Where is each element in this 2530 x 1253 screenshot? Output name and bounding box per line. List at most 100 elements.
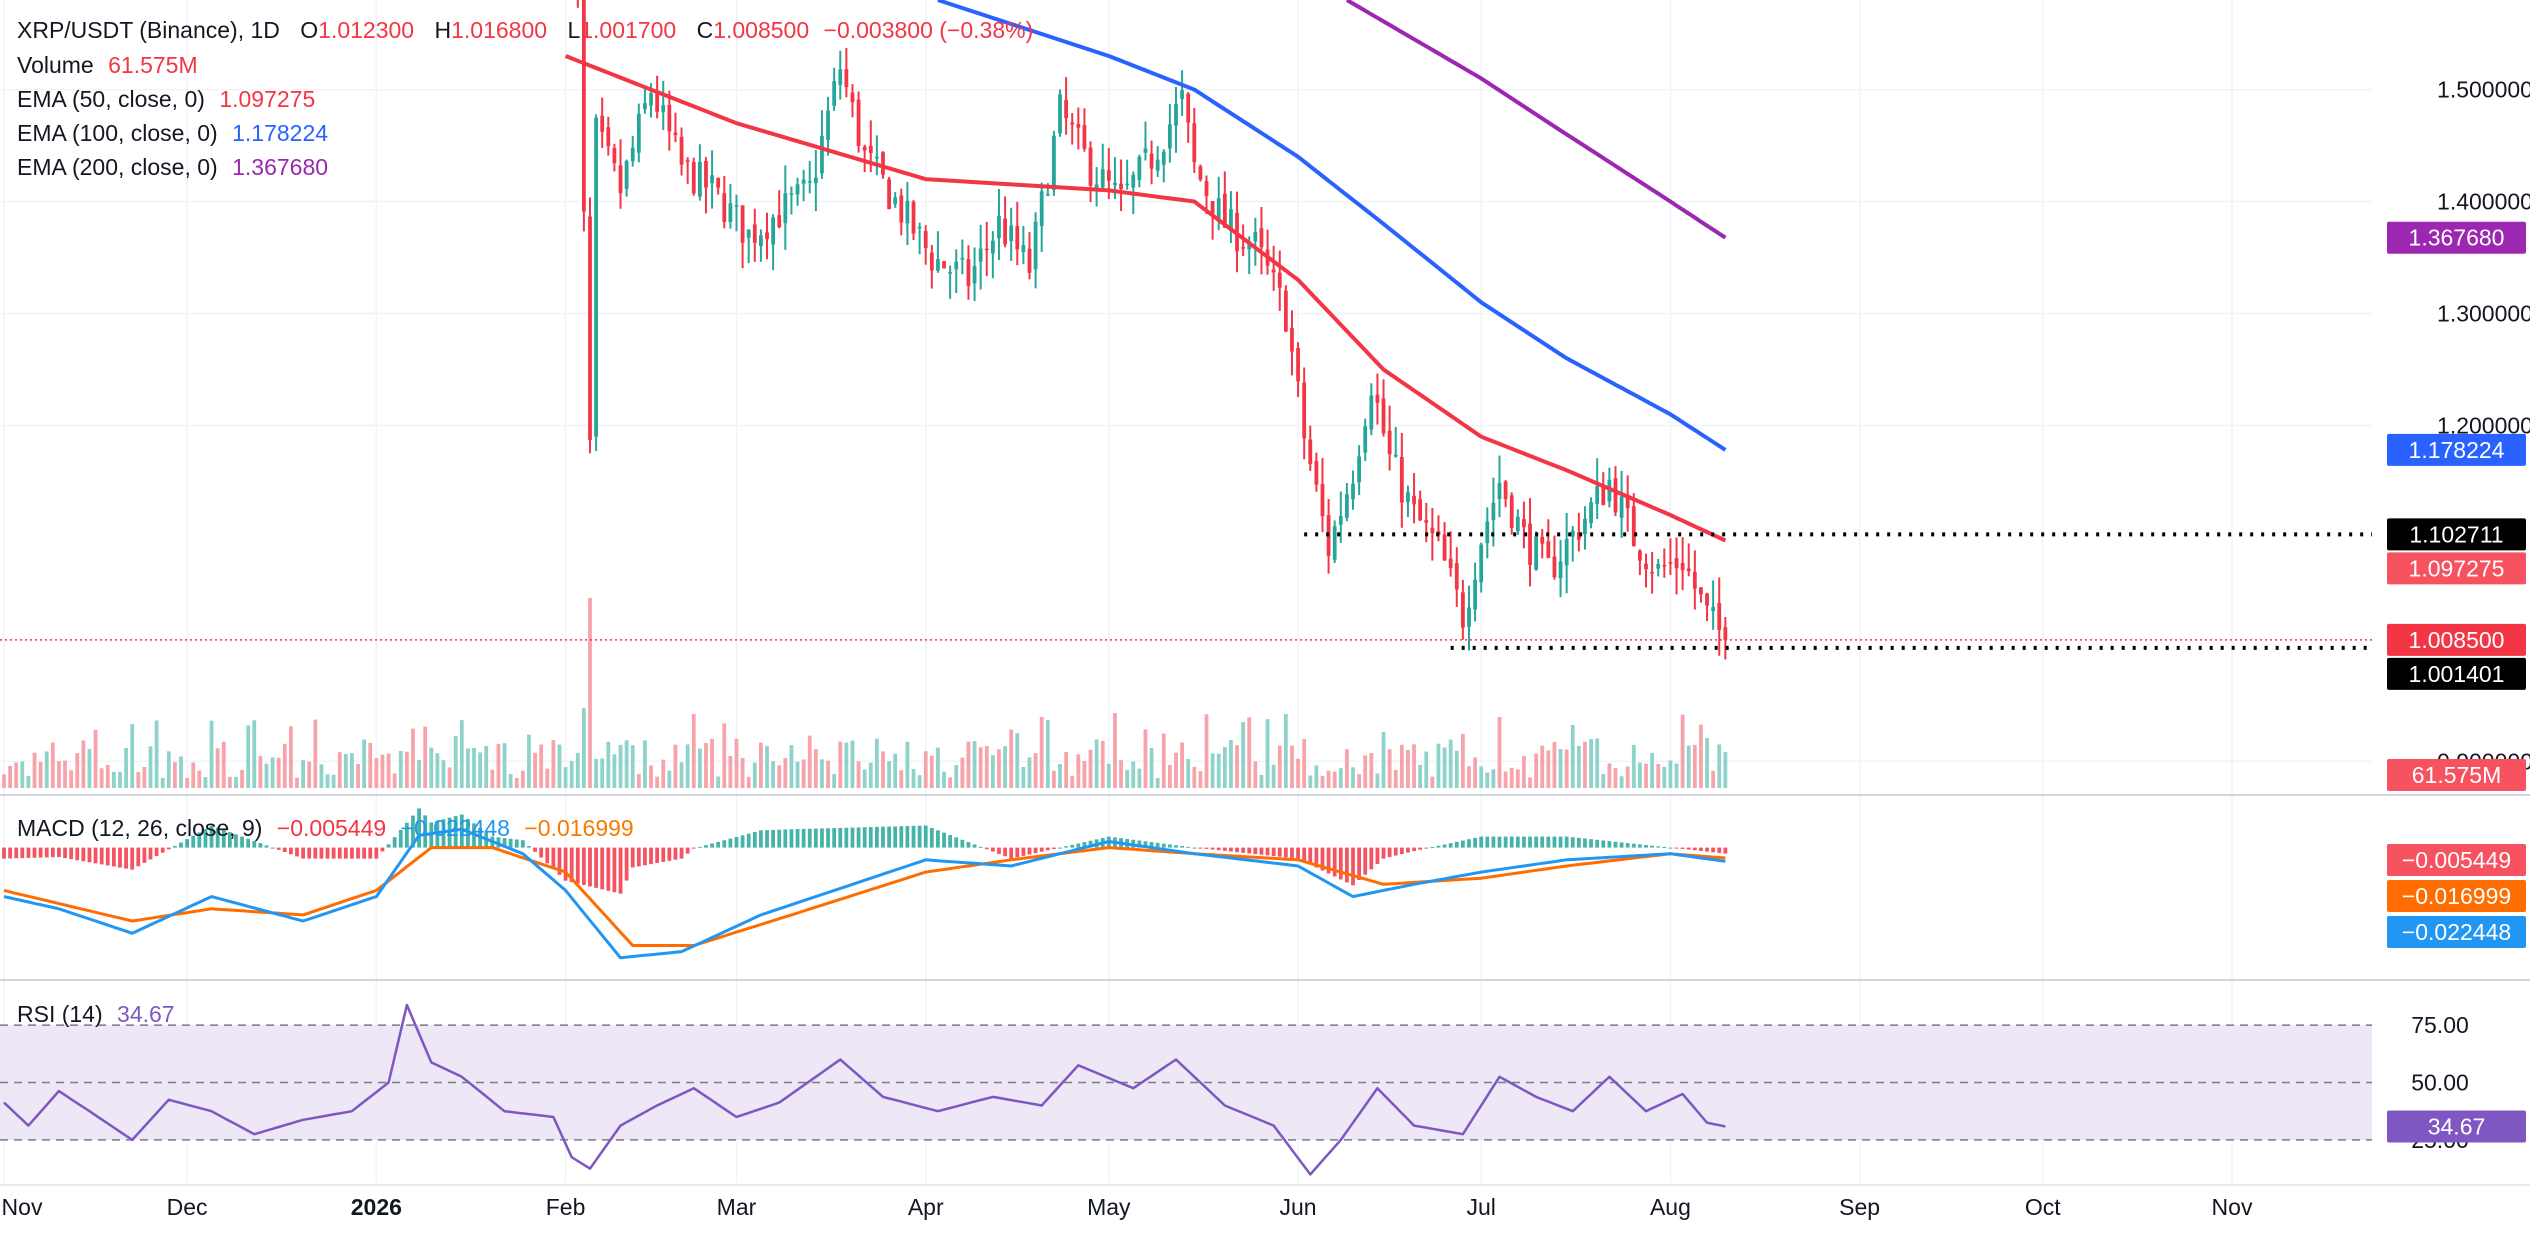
volume-bar: [466, 748, 470, 788]
macd-histogram-bar: [1460, 840, 1465, 848]
candle-body: [1167, 124, 1172, 149]
macd-histogram-bar: [972, 844, 977, 848]
candle-body: [1192, 123, 1197, 163]
candle-body: [917, 226, 922, 229]
macd-histogram-bar: [1381, 847, 1386, 859]
candle-body: [1277, 272, 1282, 288]
macd-histogram-bar: [1534, 836, 1539, 848]
macd-histogram-bar: [636, 847, 641, 867]
candle-body: [594, 117, 598, 437]
candle-body: [1564, 539, 1569, 566]
macd-histogram-bar: [1302, 847, 1307, 862]
macd-histogram-bar: [1662, 846, 1667, 848]
candle-body: [1424, 520, 1429, 523]
macd-histogram-bar: [1003, 847, 1007, 857]
macd-histogram-bar: [539, 847, 544, 858]
candle-body: [740, 205, 745, 243]
ema100-legend[interactable]: EMA (100, close, 0) 1.178224: [17, 117, 328, 149]
candle-body: [1418, 499, 1423, 521]
macd-histogram-bar: [655, 847, 660, 864]
volume-bar: [93, 729, 98, 788]
ema100-line: [937, 0, 1727, 452]
volume-bar: [1052, 770, 1056, 788]
macd-histogram-bar: [343, 847, 348, 859]
macd-histogram-bar: [209, 825, 214, 848]
macd-histogram-bar: [1436, 845, 1441, 848]
last-price-badge-text: 1.008500: [2409, 627, 2505, 653]
volume-bar: [209, 720, 214, 788]
candle-body: [1686, 568, 1691, 572]
candle-body: [1180, 90, 1184, 99]
volume-bar: [905, 741, 910, 788]
volume-bar: [1106, 763, 1111, 788]
candle-body: [1113, 182, 1117, 186]
volume-bar: [264, 763, 269, 788]
macd-histogram-bar: [704, 845, 708, 848]
volume-bar: [1113, 713, 1117, 788]
macd-legend[interactable]: MACD (12, 26, close, 9) −0.005449 −0.022…: [17, 812, 634, 844]
candle-body: [1601, 486, 1606, 505]
ema200-legend[interactable]: EMA (200, close, 0) 1.367680: [17, 151, 328, 183]
ema50-legend[interactable]: EMA (50, close, 0) 1.097275: [17, 83, 315, 115]
rsi-badge: [2387, 1110, 2526, 1143]
macd-histogram-bar: [417, 808, 421, 848]
volume-bar: [533, 752, 537, 788]
macd-histogram-bar: [868, 827, 873, 848]
macd-histogram-bar: [1015, 847, 1020, 858]
candle-body: [1644, 563, 1648, 570]
volume-bar: [1570, 724, 1575, 788]
candle-body: [850, 92, 855, 103]
macd-histogram-bar: [1467, 839, 1471, 848]
candle-body: [783, 193, 788, 224]
macd-histogram-bar: [1058, 847, 1062, 849]
volume-bar: [795, 761, 800, 788]
macd-histogram-bar: [1186, 846, 1191, 848]
volume-bar: [331, 774, 336, 788]
volume-bar: [1314, 765, 1319, 788]
macd-histogram-bar: [838, 827, 843, 848]
volume-bar: [32, 752, 37, 788]
candle-body: [630, 147, 635, 162]
candle-body: [759, 235, 763, 246]
macd-histogram-bar: [374, 847, 379, 859]
candle-body: [1619, 496, 1624, 518]
macd-histogram-bar: [453, 816, 458, 848]
volume-bar: [484, 745, 489, 788]
volume-bar: [50, 742, 55, 788]
macd-histogram-bar: [264, 845, 269, 848]
candle-body: [716, 177, 721, 188]
macd-histogram-bar: [893, 826, 898, 848]
volume-bar: [765, 745, 769, 788]
macd-histogram-bar: [911, 825, 916, 848]
macd-histogram-bar: [246, 838, 251, 848]
candle-body: [728, 203, 733, 223]
high-key: H: [434, 17, 452, 43]
macd-histogram-bar: [1552, 836, 1557, 848]
macd-histogram-bar: [1656, 846, 1661, 848]
macd-histogram-bar: [1613, 841, 1618, 848]
macd-histogram-bar: [734, 836, 739, 848]
candle-body: [1723, 627, 1728, 640]
candle-body: [1155, 159, 1160, 171]
macd-histogram-bar: [1167, 844, 1172, 848]
ema100-label: EMA (100, close, 0): [17, 120, 218, 146]
macd-histogram-bar: [1692, 847, 1697, 851]
macd-histogram-bar: [1253, 847, 1258, 855]
volume-bar: [1406, 749, 1410, 788]
macd-histogram-bar: [527, 846, 531, 848]
volume-bar: [600, 758, 605, 788]
macd-badge-text: −0.016999: [2402, 883, 2511, 909]
macd-histogram-bar: [1229, 847, 1233, 852]
candle-body: [1131, 175, 1136, 188]
ema200-label: EMA (200, close, 0): [17, 154, 218, 180]
volume-bar: [1497, 717, 1502, 788]
candle-body: [1399, 456, 1404, 503]
macd-histogram-bar: [331, 847, 336, 859]
volume-bar: [398, 751, 403, 788]
rsi-legend[interactable]: RSI (14) 34.67: [17, 998, 175, 1030]
volume-legend[interactable]: Volume 61.575M: [17, 49, 198, 81]
candle-body: [612, 148, 617, 164]
macd-histogram-bar: [740, 835, 745, 848]
macd-histogram-bar: [26, 847, 31, 858]
